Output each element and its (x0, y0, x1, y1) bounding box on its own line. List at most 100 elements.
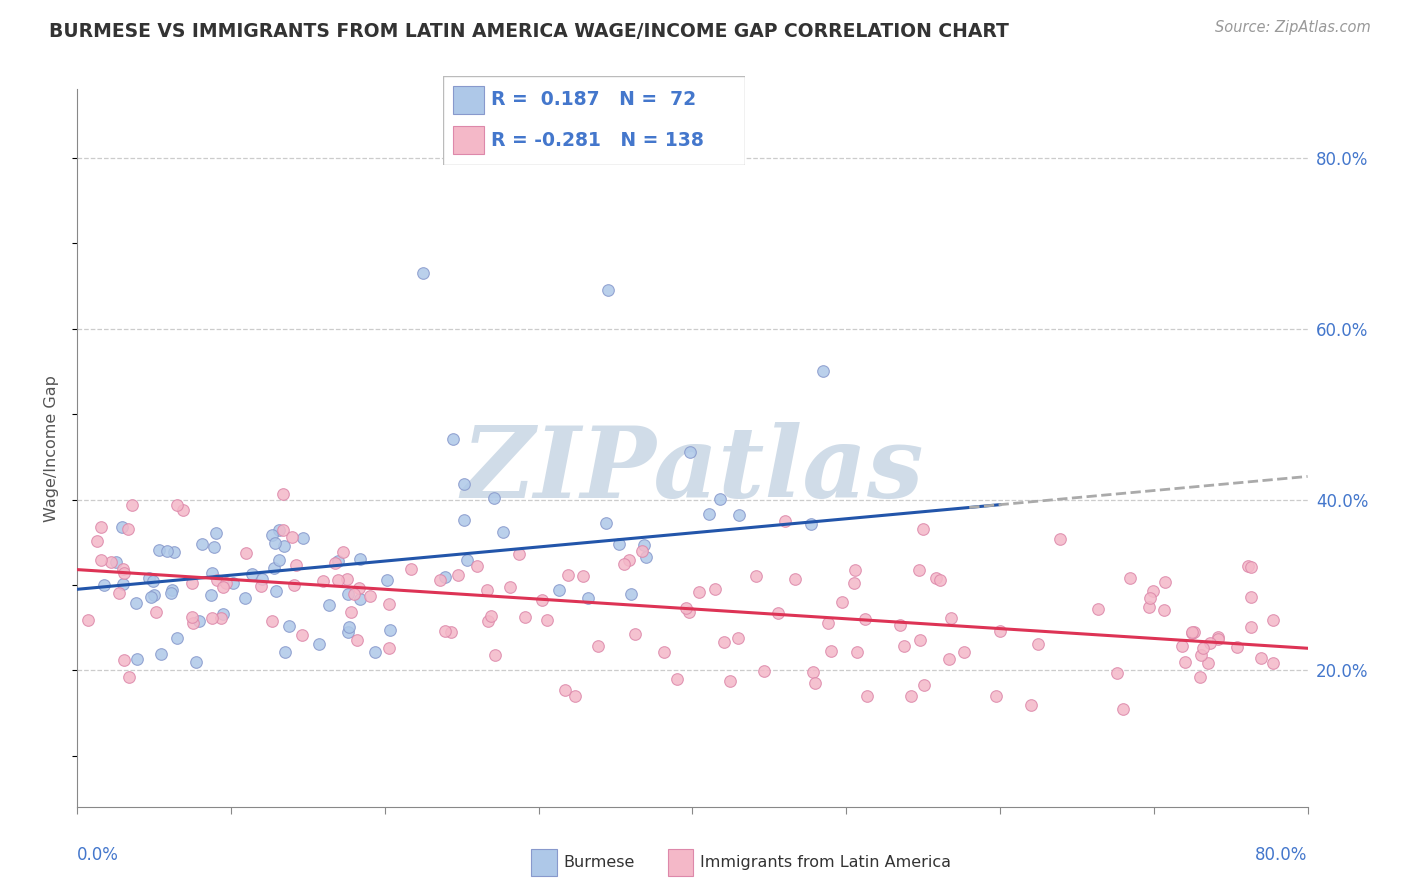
Point (184, 656, 207, 670)
Point (1263, 656, 1285, 670)
Point (349, 551, 371, 566)
Point (249, 579, 271, 593)
Point (745, 568, 768, 582)
Point (264, 584, 287, 599)
Point (215, 576, 238, 591)
Text: BURMESE VS IMMIGRANTS FROM LATIN AMERICA WAGE/INCOME GAP CORRELATION CHART: BURMESE VS IMMIGRANTS FROM LATIN AMERICA… (49, 22, 1010, 41)
Point (728, 508, 751, 522)
Point (76, 613, 98, 627)
Point (475, 583, 498, 598)
Point (440, 625, 463, 640)
Point (855, 689, 877, 703)
Point (636, 550, 658, 565)
Point (482, 491, 505, 506)
Point (1206, 630, 1229, 644)
Point (453, 477, 475, 491)
Point (1112, 702, 1135, 716)
Point (595, 516, 617, 530)
Point (1239, 560, 1261, 574)
Point (697, 507, 720, 521)
Point (709, 492, 731, 507)
Point (910, 633, 932, 648)
Point (465, 558, 488, 573)
Point (630, 544, 652, 558)
Point (202, 541, 225, 555)
Point (652, 644, 675, 658)
Point (1019, 698, 1042, 712)
Point (666, 672, 689, 686)
Point (678, 605, 700, 619)
Point (844, 563, 866, 577)
Point (222, 576, 245, 591)
Point (576, 591, 599, 605)
Point (145, 605, 167, 619)
Point (1208, 632, 1230, 646)
Point (267, 552, 290, 566)
Point (893, 639, 915, 653)
Point (939, 611, 962, 625)
Point (773, 514, 796, 528)
Point (441, 432, 464, 446)
Point (620, 587, 643, 601)
Point (160, 582, 183, 597)
Point (378, 624, 401, 638)
Point (378, 640, 401, 655)
Point (204, 525, 226, 540)
Point (564, 689, 586, 703)
Point (1261, 613, 1284, 627)
Point (326, 554, 349, 568)
Point (688, 584, 710, 599)
Point (1250, 650, 1272, 665)
Point (557, 567, 579, 582)
Point (1182, 625, 1205, 640)
Point (1192, 641, 1215, 656)
Point (139, 590, 162, 604)
Text: R = -0.281   N = 138: R = -0.281 N = 138 (491, 130, 704, 150)
Point (308, 637, 330, 651)
FancyBboxPatch shape (443, 76, 745, 165)
Point (1153, 603, 1175, 617)
Point (800, 517, 823, 532)
Point (1240, 591, 1263, 605)
Point (548, 583, 571, 598)
Point (1171, 640, 1194, 654)
Point (260, 528, 283, 542)
Point (1139, 591, 1161, 606)
Point (1137, 600, 1160, 615)
Point (149, 648, 172, 662)
Point (263, 560, 285, 574)
Point (166, 499, 188, 513)
Point (675, 600, 697, 615)
Point (200, 588, 222, 602)
Point (349, 592, 371, 607)
Point (412, 266, 434, 280)
Point (1237, 559, 1260, 574)
Point (633, 538, 655, 552)
Point (477, 614, 499, 628)
Point (508, 547, 530, 561)
Point (343, 587, 366, 601)
Point (263, 536, 285, 550)
Point (492, 524, 515, 539)
Point (108, 586, 131, 600)
Point (499, 580, 522, 594)
Point (429, 574, 451, 588)
Point (273, 539, 295, 553)
Point (181, 616, 204, 631)
Point (1174, 655, 1197, 669)
Point (783, 573, 806, 587)
Point (283, 578, 305, 592)
Point (831, 594, 853, 608)
Point (929, 573, 952, 587)
Point (142, 574, 165, 588)
Point (337, 624, 360, 639)
Point (121, 498, 143, 512)
FancyBboxPatch shape (454, 126, 484, 154)
FancyBboxPatch shape (454, 86, 484, 114)
Text: 0.0%: 0.0% (77, 846, 120, 863)
Point (138, 571, 160, 585)
Point (156, 544, 179, 558)
Point (337, 586, 360, 600)
Point (211, 580, 233, 594)
Point (908, 563, 931, 577)
